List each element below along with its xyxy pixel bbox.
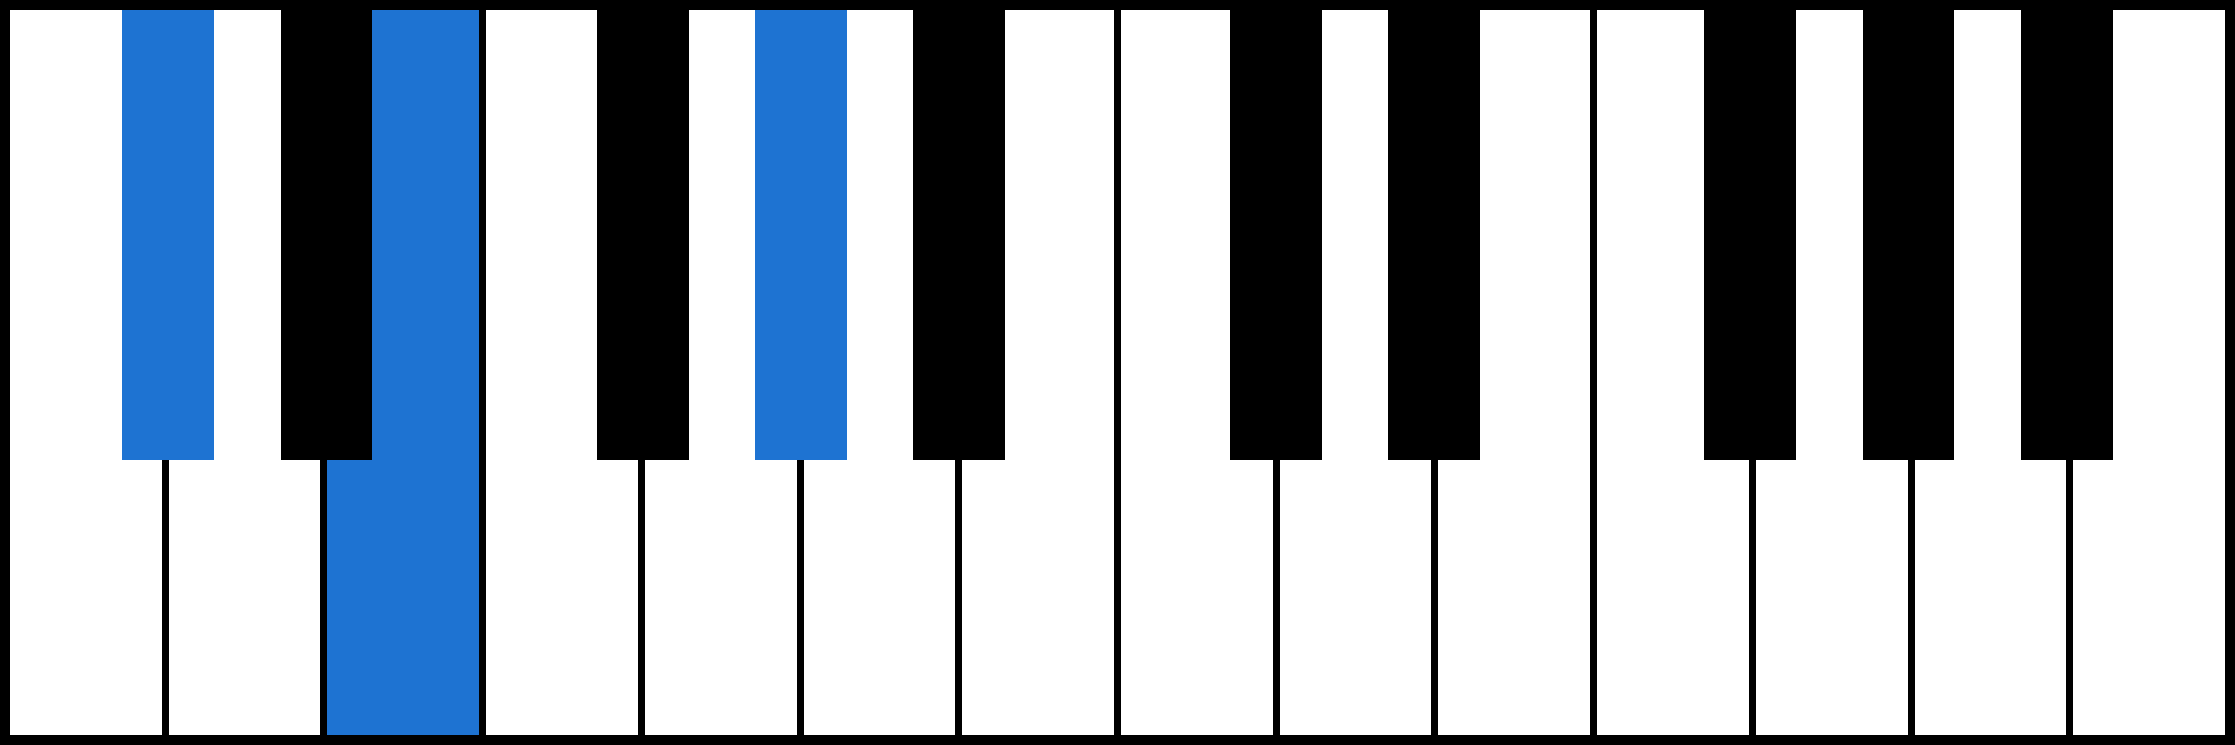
black-key-6[interactable] — [1388, 10, 1480, 460]
black-key-0[interactable] — [122, 10, 214, 460]
black-key-4[interactable] — [913, 10, 1005, 460]
black-key-1[interactable] — [281, 10, 373, 460]
black-key-3[interactable] — [755, 10, 847, 460]
black-key-9[interactable] — [2021, 10, 2113, 460]
piano-keyboard — [0, 0, 2235, 745]
black-key-8[interactable] — [1863, 10, 1955, 460]
black-key-5[interactable] — [1230, 10, 1322, 460]
black-key-2[interactable] — [597, 10, 689, 460]
black-key-7[interactable] — [1704, 10, 1796, 460]
